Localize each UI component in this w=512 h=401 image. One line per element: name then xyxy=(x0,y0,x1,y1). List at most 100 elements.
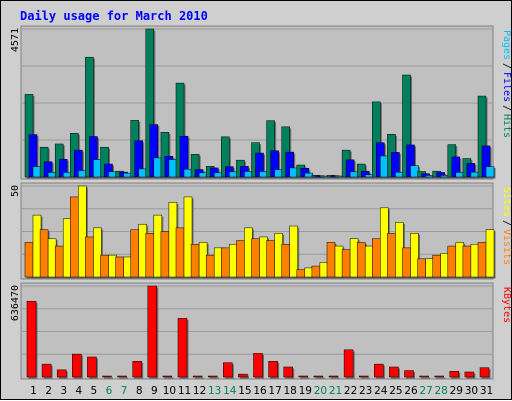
bar-kbytes xyxy=(102,375,112,378)
y-max-label-top: 4571 xyxy=(10,28,21,52)
bar-sites xyxy=(213,247,223,278)
bar-shadow-kbytes xyxy=(104,377,113,379)
bar-pages xyxy=(108,171,117,178)
x-tick-label: 21 xyxy=(329,385,342,397)
bar-visits xyxy=(221,247,230,278)
bar-kbytes xyxy=(177,318,188,378)
bar-shadow-pages xyxy=(321,177,330,179)
bar-pages xyxy=(470,171,480,178)
bar-sites xyxy=(259,236,268,278)
bar-sites xyxy=(395,222,404,278)
bar-sites xyxy=(410,233,419,278)
bar-pages xyxy=(485,166,495,178)
bar-shadow-kbytes xyxy=(164,377,174,379)
bar-sites xyxy=(485,229,495,278)
bar-kbytes xyxy=(374,363,384,378)
bar-visits xyxy=(251,238,260,278)
bar-sites xyxy=(62,218,72,278)
x-tick-label: 23 xyxy=(359,385,372,397)
bar-sites xyxy=(304,267,314,278)
bar-kbytes xyxy=(419,375,429,378)
bar-kbytes xyxy=(207,375,218,378)
bar-visits xyxy=(462,245,472,278)
x-tick-label: 18 xyxy=(284,385,297,397)
x-tick-label: 7 xyxy=(121,385,128,397)
bar-visits xyxy=(100,254,109,278)
bar-shadow-pages xyxy=(442,176,451,179)
bar-sites xyxy=(168,202,178,278)
bar-shadow-kbytes xyxy=(315,377,325,379)
bar-kbytes xyxy=(298,375,309,378)
bar-visits xyxy=(160,231,170,278)
bar-visits xyxy=(402,247,411,278)
bar-visits xyxy=(130,229,139,278)
x-tick-label: 1 xyxy=(30,385,37,397)
bar-pages xyxy=(32,166,42,178)
bar-visits xyxy=(24,242,34,278)
bar-kbytes xyxy=(117,375,127,378)
bar-sites xyxy=(108,254,117,278)
bar-visits xyxy=(356,242,366,278)
bar-sites xyxy=(289,225,298,278)
bar-pages xyxy=(410,165,419,178)
bar-sites xyxy=(425,258,434,278)
bar-pages xyxy=(440,175,449,178)
bar-pages xyxy=(168,159,178,178)
x-tick-label: 8 xyxy=(136,385,143,397)
x-tick-label: 27 xyxy=(419,385,432,397)
bar-visits xyxy=(296,269,306,278)
x-tick-label: 28 xyxy=(435,385,448,397)
bar-pages xyxy=(380,155,389,178)
x-tick-label: 3 xyxy=(60,385,67,397)
bar-kbytes xyxy=(268,361,278,378)
bar-shadow-kbytes xyxy=(194,377,204,379)
bar-sites xyxy=(319,262,329,278)
bar-visits xyxy=(39,229,49,278)
bar-kbytes xyxy=(147,285,158,378)
bar-visits xyxy=(205,254,215,278)
x-tick-label: 19 xyxy=(299,385,312,397)
bar-kbytes xyxy=(132,361,142,378)
x-tick-label: 24 xyxy=(374,385,388,397)
x-tick-label: 14 xyxy=(223,385,237,397)
bar-visits xyxy=(54,245,64,278)
bar-kbytes xyxy=(238,373,248,378)
x-tick-label: 30 xyxy=(465,385,478,397)
bar-visits xyxy=(477,242,487,278)
y-max-label-bottom: 636470 xyxy=(10,285,21,321)
bar-sites xyxy=(93,227,102,278)
bar-pages xyxy=(289,167,298,178)
legend-hits: Hits xyxy=(501,114,512,138)
bar-visits xyxy=(372,238,381,278)
bar-sites xyxy=(244,227,253,278)
bar-kbytes xyxy=(464,371,475,378)
bar-sites xyxy=(32,214,42,278)
bar-pages xyxy=(78,170,87,178)
x-tick-label: 10 xyxy=(163,385,176,397)
bar-pages xyxy=(47,172,57,178)
bar-pages xyxy=(244,171,253,178)
bar-kbytes xyxy=(404,370,414,378)
bar-pages xyxy=(349,171,359,178)
bar-visits xyxy=(417,258,426,278)
bar-pages xyxy=(364,174,374,178)
legend-kbytes: KBytes xyxy=(501,287,512,323)
bar-kbytes xyxy=(72,353,82,378)
bar-pages xyxy=(395,171,404,178)
bar-kbytes xyxy=(87,356,97,378)
bar-sites xyxy=(380,207,389,278)
bar-pages xyxy=(274,169,283,178)
x-tick-label: 26 xyxy=(404,385,418,397)
legend-separator: / xyxy=(501,63,512,69)
bar-pages xyxy=(62,172,72,178)
bar-kbytes xyxy=(26,300,37,378)
bar-sites xyxy=(138,223,147,278)
bar-sites xyxy=(274,233,283,278)
x-tick-label: 2 xyxy=(45,385,52,397)
x-tick-label: 6 xyxy=(106,385,113,397)
bar-sites xyxy=(349,238,359,278)
bar-kbytes xyxy=(283,366,293,378)
bar-pages xyxy=(455,172,465,178)
